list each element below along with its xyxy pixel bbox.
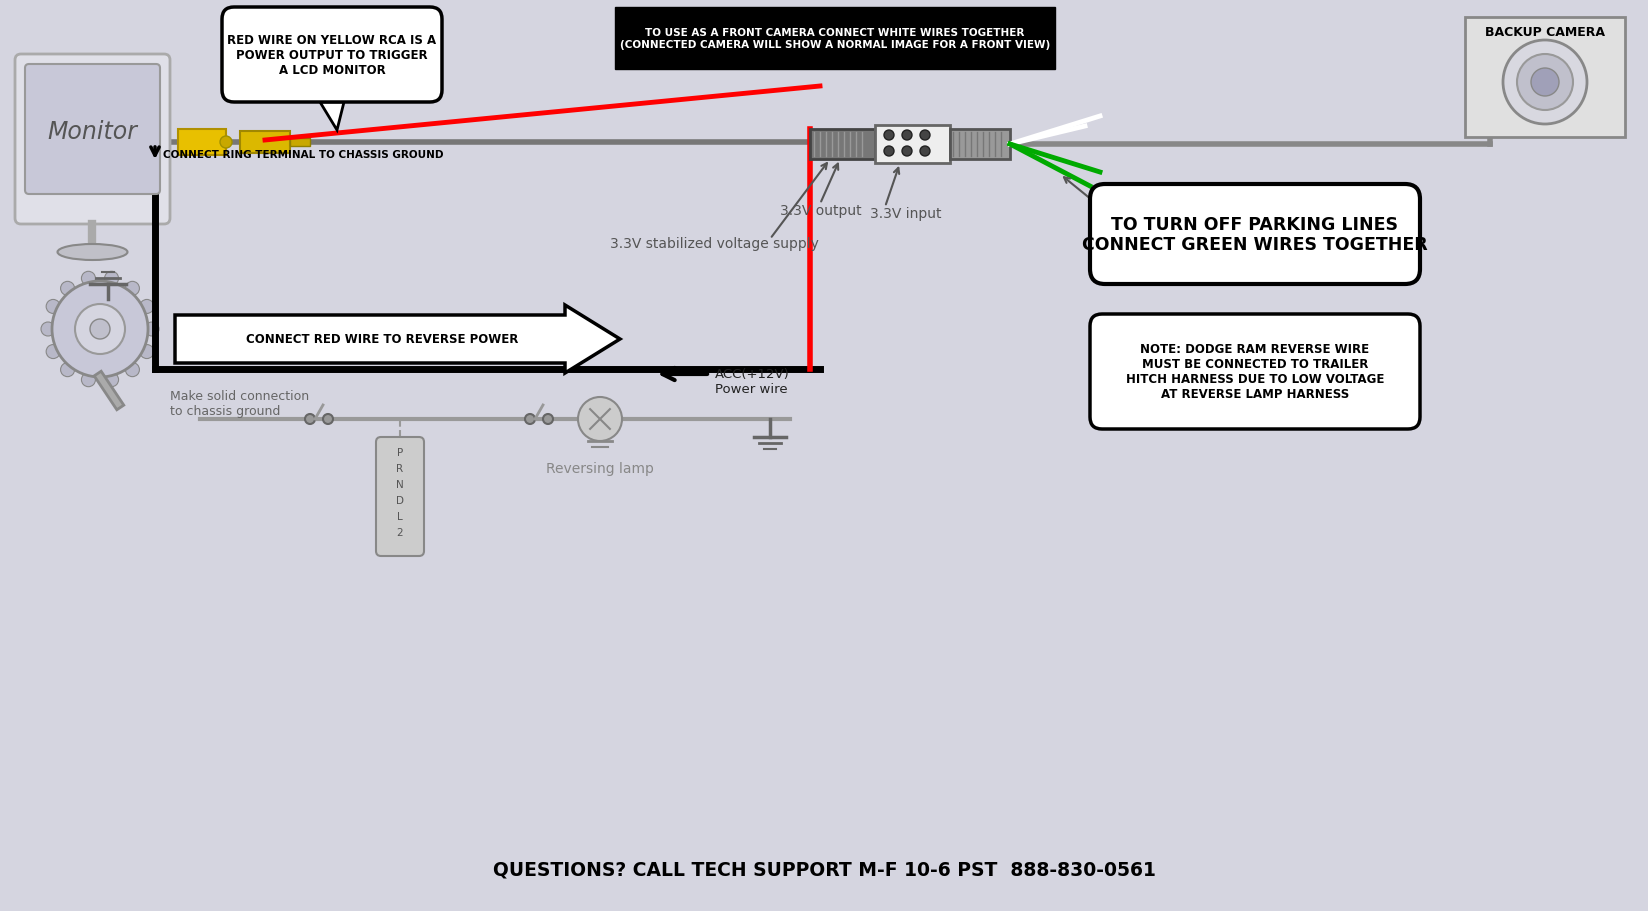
Bar bbox=[811, 130, 875, 159]
Text: RED WIRE ON YELLOW RCA IS A
POWER OUTPUT TO TRIGGER
A LCD MONITOR: RED WIRE ON YELLOW RCA IS A POWER OUTPUT… bbox=[227, 34, 437, 77]
Circle shape bbox=[140, 300, 153, 314]
FancyBboxPatch shape bbox=[222, 8, 442, 103]
FancyBboxPatch shape bbox=[376, 437, 424, 557]
Bar bbox=[178, 130, 226, 156]
Circle shape bbox=[91, 320, 110, 340]
Circle shape bbox=[81, 272, 96, 286]
Text: D: D bbox=[396, 496, 404, 506]
Circle shape bbox=[578, 397, 621, 442]
Circle shape bbox=[883, 131, 893, 141]
Circle shape bbox=[125, 363, 140, 377]
Circle shape bbox=[920, 147, 929, 157]
Ellipse shape bbox=[58, 245, 127, 261]
Bar bbox=[241, 132, 290, 154]
Text: CONNECT RING TERMINAL TO CHASSIS GROUND: CONNECT RING TERMINAL TO CHASSIS GROUND bbox=[163, 149, 443, 159]
Circle shape bbox=[305, 415, 315, 425]
Circle shape bbox=[526, 415, 536, 425]
Circle shape bbox=[125, 282, 140, 296]
FancyArrow shape bbox=[175, 306, 620, 374]
Circle shape bbox=[104, 272, 119, 286]
FancyBboxPatch shape bbox=[25, 65, 160, 195]
Text: BACKUP CAMERA: BACKUP CAMERA bbox=[1485, 26, 1605, 39]
Text: TO TURN OFF PARKING LINES
CONNECT GREEN WIRES TOGETHER: TO TURN OFF PARKING LINES CONNECT GREEN … bbox=[1083, 215, 1427, 254]
Circle shape bbox=[104, 374, 119, 387]
Text: TO USE AS A FRONT CAMERA CONNECT WHITE WIRES TOGETHER
(CONNECTED CAMERA WILL SHO: TO USE AS A FRONT CAMERA CONNECT WHITE W… bbox=[620, 28, 1050, 50]
FancyBboxPatch shape bbox=[15, 55, 170, 225]
Circle shape bbox=[46, 300, 59, 314]
Bar bbox=[875, 126, 949, 164]
Circle shape bbox=[61, 282, 74, 296]
Text: 2: 2 bbox=[397, 527, 404, 537]
Circle shape bbox=[81, 374, 96, 387]
Circle shape bbox=[53, 281, 148, 377]
Text: L: L bbox=[397, 511, 402, 521]
Circle shape bbox=[901, 131, 911, 141]
Circle shape bbox=[1503, 41, 1587, 125]
Circle shape bbox=[1518, 55, 1572, 111]
Polygon shape bbox=[320, 103, 344, 131]
Text: Monitor: Monitor bbox=[48, 120, 137, 144]
Text: 3.3V input: 3.3V input bbox=[870, 207, 941, 220]
FancyBboxPatch shape bbox=[1089, 185, 1421, 284]
Text: NOTE: DODGE RAM REVERSE WIRE
MUST BE CONNECTED TO TRAILER
HITCH HARNESS DUE TO L: NOTE: DODGE RAM REVERSE WIRE MUST BE CON… bbox=[1126, 343, 1384, 401]
Circle shape bbox=[76, 304, 125, 354]
Circle shape bbox=[542, 415, 554, 425]
Text: Make solid connection
to chassis ground: Make solid connection to chassis ground bbox=[170, 390, 310, 417]
Text: N: N bbox=[396, 479, 404, 489]
Text: QUESTIONS? CALL TECH SUPPORT M-F 10-6 PST  888-830-0561: QUESTIONS? CALL TECH SUPPORT M-F 10-6 PS… bbox=[493, 860, 1155, 878]
Bar bbox=[1465, 18, 1625, 138]
Text: R: R bbox=[397, 464, 404, 474]
Circle shape bbox=[920, 131, 929, 141]
Circle shape bbox=[219, 137, 232, 148]
Bar bbox=[949, 130, 1010, 159]
Text: ACC(+12V)
Power wire: ACC(+12V) Power wire bbox=[715, 368, 789, 395]
Bar bbox=[290, 138, 310, 147]
Circle shape bbox=[41, 322, 54, 337]
Text: Reversing lamp: Reversing lamp bbox=[545, 462, 654, 476]
Circle shape bbox=[46, 345, 59, 359]
Circle shape bbox=[901, 147, 911, 157]
Text: P: P bbox=[397, 447, 404, 457]
Circle shape bbox=[145, 322, 158, 337]
Circle shape bbox=[323, 415, 333, 425]
Circle shape bbox=[140, 345, 153, 359]
Text: 3.3V output: 3.3V output bbox=[780, 204, 862, 218]
Circle shape bbox=[61, 363, 74, 377]
Circle shape bbox=[1531, 69, 1559, 97]
Circle shape bbox=[883, 147, 893, 157]
FancyBboxPatch shape bbox=[1089, 314, 1421, 429]
Text: 3.3V stabilized voltage supply: 3.3V stabilized voltage supply bbox=[610, 237, 819, 251]
Bar bbox=[615, 8, 1055, 70]
Text: CONNECT RED WIRE TO REVERSE POWER: CONNECT RED WIRE TO REVERSE POWER bbox=[246, 333, 519, 346]
